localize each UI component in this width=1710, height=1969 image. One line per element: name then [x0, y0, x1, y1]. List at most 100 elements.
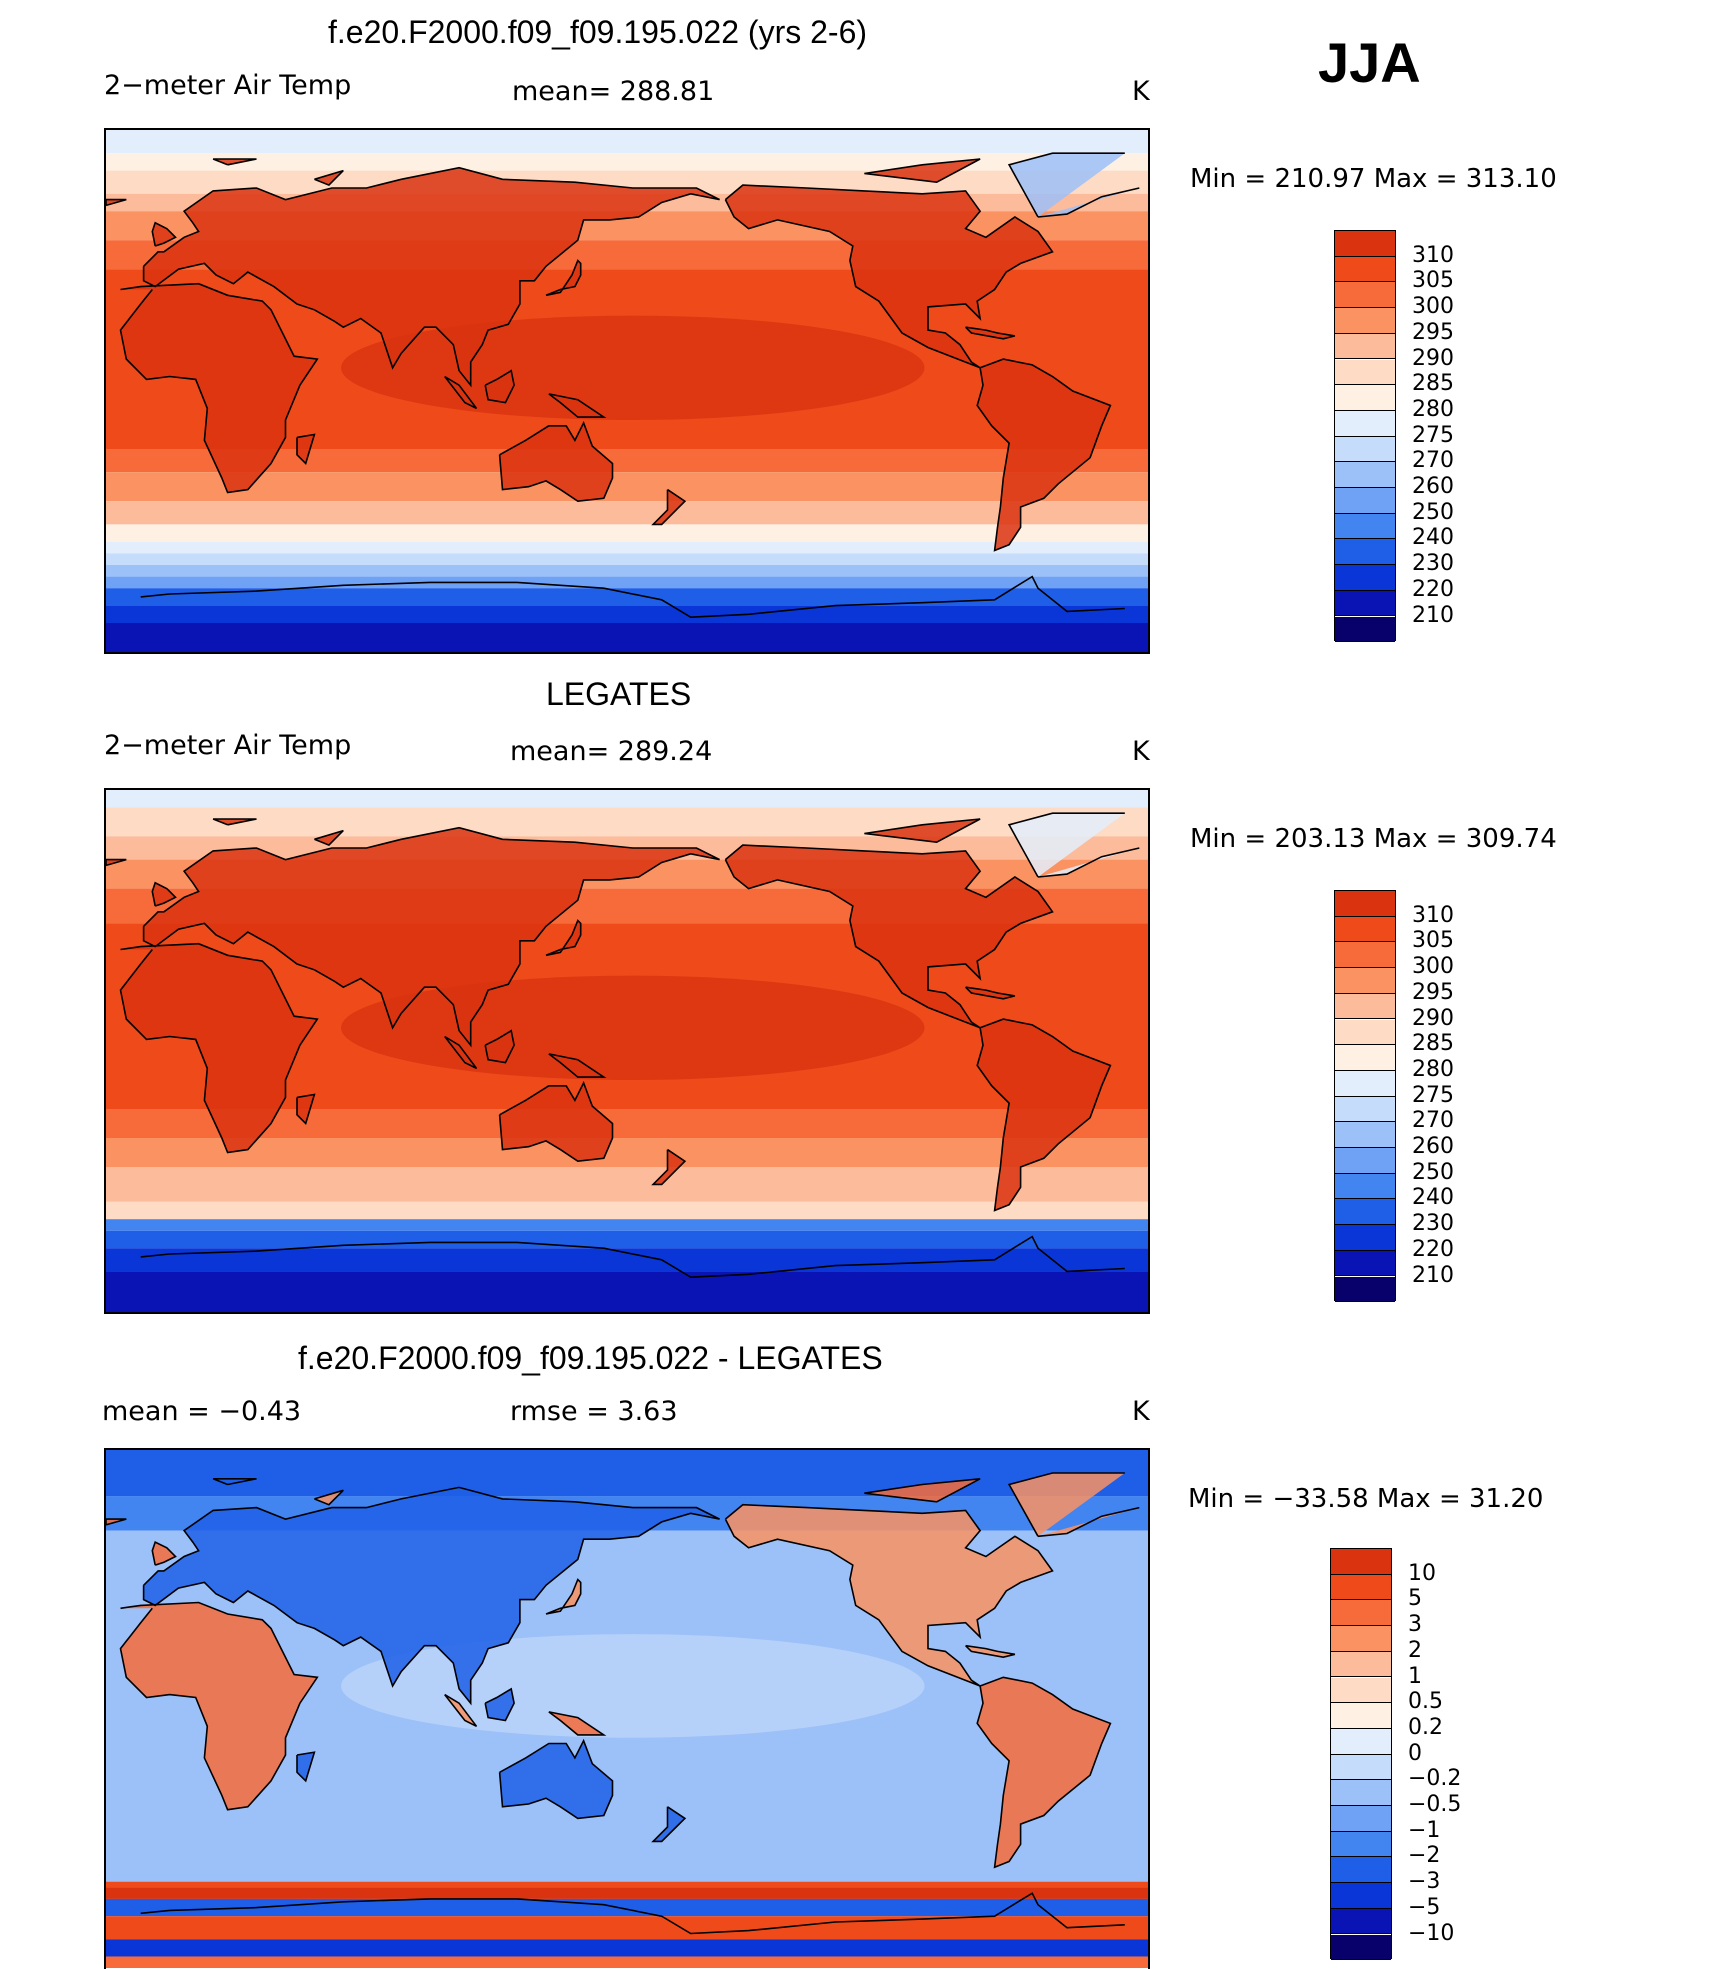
- colorbar-segment: [1331, 1780, 1391, 1806]
- colorbar-segment: [1335, 891, 1395, 917]
- contour-band: [106, 1248, 1148, 1272]
- land-fill: [143, 827, 720, 1046]
- coastline: [498, 1080, 614, 1163]
- coastline: [548, 1053, 607, 1078]
- coastline: [444, 1035, 478, 1070]
- land-fill: [499, 422, 613, 502]
- land-fill: [725, 185, 1053, 368]
- contour-band: [106, 1916, 1148, 1940]
- coastline: [484, 1029, 515, 1064]
- panel-3-title: f.e20.F2000.f09_f09.195.022 - LEGATES: [298, 1340, 883, 1376]
- colorbar-segment: [1335, 1045, 1395, 1071]
- panel-1-title: f.e20.F2000.f09_f09.195.022 (yrs 2-6): [328, 14, 868, 50]
- colorbar-segment: [1335, 539, 1395, 566]
- land-fill: [120, 943, 318, 1153]
- colorbar-segment: [1335, 1122, 1395, 1148]
- land-fill: [120, 1602, 318, 1810]
- panel-3-map-plot: [106, 1450, 1148, 1968]
- colorbar-segment: [1335, 968, 1395, 994]
- panel-2-mean-label: mean= 289.24: [510, 736, 713, 767]
- colorbar-segment: [1331, 1703, 1391, 1729]
- land-fill: [297, 1094, 315, 1124]
- colorbar-segment: [1335, 565, 1395, 591]
- colorbar-tick-label: 290: [1412, 345, 1454, 371]
- panel-2-minmax: Min = 203.13 Max = 309.74: [1190, 824, 1557, 854]
- colorbar-tick-label: 305: [1412, 268, 1454, 294]
- panel-1-map-plot: [106, 130, 1148, 652]
- colorbar-tick-label: 220: [1412, 1236, 1454, 1262]
- coastline: [314, 829, 344, 847]
- panel-3-rmse-label: rmse = 3.63: [510, 1396, 678, 1427]
- coastline: [142, 166, 720, 388]
- land-fill: [444, 1036, 477, 1069]
- panel-2-map: [104, 788, 1150, 1314]
- colorbar-tick-label: 230: [1412, 1211, 1454, 1237]
- colorbar-tick-label: 310: [1412, 242, 1454, 268]
- colorbar-tick-label: 295: [1412, 319, 1454, 345]
- coastline: [864, 1478, 981, 1503]
- contour-band: [106, 1939, 1148, 1957]
- contour-band: [106, 1167, 1148, 1202]
- colorbar-tick-label: 240: [1412, 1185, 1454, 1211]
- contour-band: [106, 130, 1148, 154]
- colorbar-tick-label: 230: [1412, 551, 1454, 577]
- colorbar-tick-label: 290: [1412, 1005, 1454, 1031]
- panel-3-mean-label: mean = −0.43: [102, 1396, 302, 1427]
- contour-band: [106, 1898, 1148, 1917]
- land-fill: [485, 1688, 515, 1721]
- colorbar-tick-label: −1: [1408, 1817, 1441, 1843]
- coastline: [296, 1093, 316, 1126]
- coastline: [1007, 152, 1140, 218]
- coastline: [296, 1751, 316, 1783]
- coastline: [151, 1540, 177, 1566]
- colorbar-tick-label: 305: [1412, 928, 1454, 954]
- coastline: [548, 1711, 607, 1736]
- contour-band: [106, 1887, 1148, 1899]
- contour-band: [106, 524, 1148, 542]
- coastline: [545, 259, 582, 297]
- colorbar-box: [1334, 230, 1396, 643]
- coastline: [140, 1892, 1125, 1935]
- panel-1-units: K: [1132, 76, 1150, 107]
- coastline: [314, 169, 344, 187]
- coastline: [976, 1676, 1112, 1869]
- land-fill: [499, 1082, 613, 1162]
- colorbar-tick-label: 310: [1412, 902, 1454, 928]
- coastline: [965, 326, 1016, 340]
- colorbar-segment: [1335, 1225, 1395, 1251]
- land-fill: [977, 359, 1111, 551]
- contour-band: [106, 1271, 1148, 1312]
- contour-band: [106, 1138, 1148, 1167]
- panel-3-units: K: [1132, 1396, 1150, 1427]
- contour-band: [106, 541, 1148, 554]
- coastline: [119, 282, 319, 494]
- colorbar-tick-label: 275: [1412, 422, 1454, 448]
- colorbar-tick-label: 250: [1412, 1159, 1454, 1185]
- contour-band: [106, 565, 1148, 577]
- colorbar-segment: [1335, 410, 1395, 437]
- colorbar-segment: [1331, 1549, 1391, 1575]
- coastline: [724, 1503, 1054, 1687]
- land-fill: [965, 327, 1015, 339]
- season-label: JJA: [1318, 31, 1421, 94]
- colorbar-segment: [1335, 1276, 1395, 1303]
- contour-band: [106, 1881, 1148, 1888]
- colorbar-tick-label: 3: [1408, 1612, 1422, 1638]
- colorbar-box: [1330, 1548, 1392, 1961]
- land-fill: [548, 1711, 604, 1735]
- coastline: [545, 919, 582, 957]
- panel-2-units: K: [1132, 736, 1150, 767]
- coastline: [151, 221, 177, 247]
- coastline: [498, 420, 614, 503]
- colorbar-segment: [1335, 616, 1395, 643]
- land-fill: [977, 1019, 1111, 1211]
- contour-band: [106, 1450, 1148, 1497]
- coastline: [140, 575, 1125, 619]
- colorbar-segment: [1335, 1250, 1395, 1277]
- colorbar-segment: [1331, 1883, 1391, 1909]
- contour-band: [106, 153, 1148, 171]
- land-fill: [485, 1030, 515, 1063]
- panel-1-minmax: Min = 210.97 Max = 313.10: [1190, 164, 1557, 194]
- land-fill: [499, 1740, 613, 1819]
- coastline: [314, 1489, 344, 1506]
